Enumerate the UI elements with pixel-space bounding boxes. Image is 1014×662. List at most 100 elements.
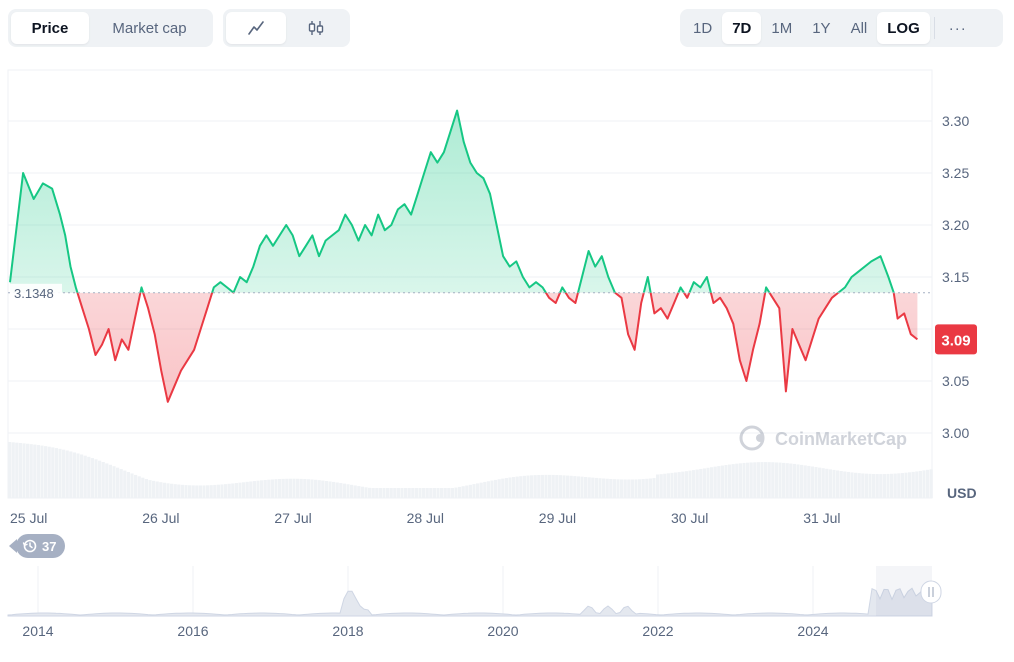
volume-bar [533,475,537,498]
y-tick-label-1: 3.25 [942,165,969,181]
toolbar-divider [933,17,935,39]
volume-bar [267,479,271,498]
price-tab[interactable]: Price [11,12,89,44]
range-7d[interactable]: 7D [722,12,762,44]
history-tick-label-1: 2016 [177,623,208,639]
volume-bar [260,480,264,498]
volume-bar [630,479,634,498]
volume-bar [476,483,480,498]
volume-bar [393,488,397,498]
volume-bar [425,488,429,498]
volume-bar [98,460,102,498]
volume-bar [692,470,696,498]
volume-bar [162,482,166,498]
volume-bar [285,478,289,498]
volume-bar [47,446,51,498]
volume-bar [854,472,858,498]
volume-bar [616,479,620,498]
volume-bar [515,476,519,498]
volume-bar [130,473,134,498]
range-1m[interactable]: 1M [771,19,793,37]
range-1y[interactable]: 1Y [812,19,831,37]
volume-bar [450,488,454,498]
volume-bar [789,463,793,498]
volume-bar [875,474,879,498]
volume-bar [717,466,721,498]
volume-bar [497,479,501,498]
volume-bar [342,483,346,498]
volume-bar [648,478,652,498]
volume-bar [440,488,444,498]
volume-bar [573,476,577,498]
volume-bar [224,484,228,498]
volume-bar [818,467,822,498]
volume-bar [364,487,368,498]
volume-bar [868,473,872,498]
volume-bar [386,488,390,498]
volume-bar [663,473,667,498]
volume-bar [530,475,534,498]
volume-bar [634,479,638,498]
volume-bar [418,488,422,498]
history-drag-handle[interactable] [920,580,942,604]
volume-bar [69,451,73,498]
volume-bar [461,486,465,498]
market-cap-tab[interactable]: Market cap [112,19,187,37]
history-badge[interactable]: 37 [8,533,66,559]
volume-bar [123,470,127,498]
volume-bar [141,477,145,498]
volume-bar [612,479,616,498]
range-all[interactable]: All [850,19,868,37]
volume-bar [828,469,832,498]
volume-bar [720,465,724,498]
volume-bar [807,465,811,498]
volume-bar [846,471,850,498]
time-range-toggle: 1D 7D 1M 1Y All LOG ··· [680,9,1003,47]
volume-bar [209,485,213,498]
line-chart-button[interactable] [226,12,286,44]
volume-bar [569,475,573,498]
volume-bar [652,478,656,498]
volume-bar [249,481,253,498]
area-above-baseline [10,110,918,293]
range-1d[interactable]: 1D [693,19,713,37]
volume-bar [18,443,22,498]
volume-bar [519,476,523,498]
volume-bar [11,442,15,498]
x-tick-label-2: 27 Jul [274,510,311,526]
volume-bar [166,483,170,498]
volume-bar [566,475,570,498]
baseline-label: 3.1348 [14,286,54,301]
volume-bar [288,478,292,498]
volume-bar [400,488,404,498]
volume-bar [245,481,249,498]
more-options-button[interactable]: ··· [948,19,967,37]
volume-bar [220,484,224,498]
volume-bar [263,480,267,498]
volume-bar [321,480,325,498]
volume-bar [360,486,364,498]
volume-bar [918,470,922,498]
volume-bar [645,478,649,498]
volume-bar [170,483,174,498]
log-scale-button[interactable]: LOG [877,12,930,44]
volume-bar [15,442,19,498]
volume-bar [602,478,606,498]
volume-bar [213,484,217,498]
volume-bar [339,483,343,498]
volume-bar [144,479,148,498]
volume-bar [594,477,598,498]
y-tick-label-0: 3.30 [942,113,969,129]
volume-bar [562,475,566,498]
volume-bar [900,473,904,498]
volume-bar [472,484,476,498]
volume-bar [126,472,130,498]
volume-bar [447,488,451,498]
volume-bar [713,466,717,498]
volume-bar [54,448,58,498]
x-tick-label-4: 29 Jul [539,510,576,526]
history-count: 37 [42,538,57,554]
candlestick-button[interactable] [286,12,346,44]
volume-bars [8,442,933,498]
